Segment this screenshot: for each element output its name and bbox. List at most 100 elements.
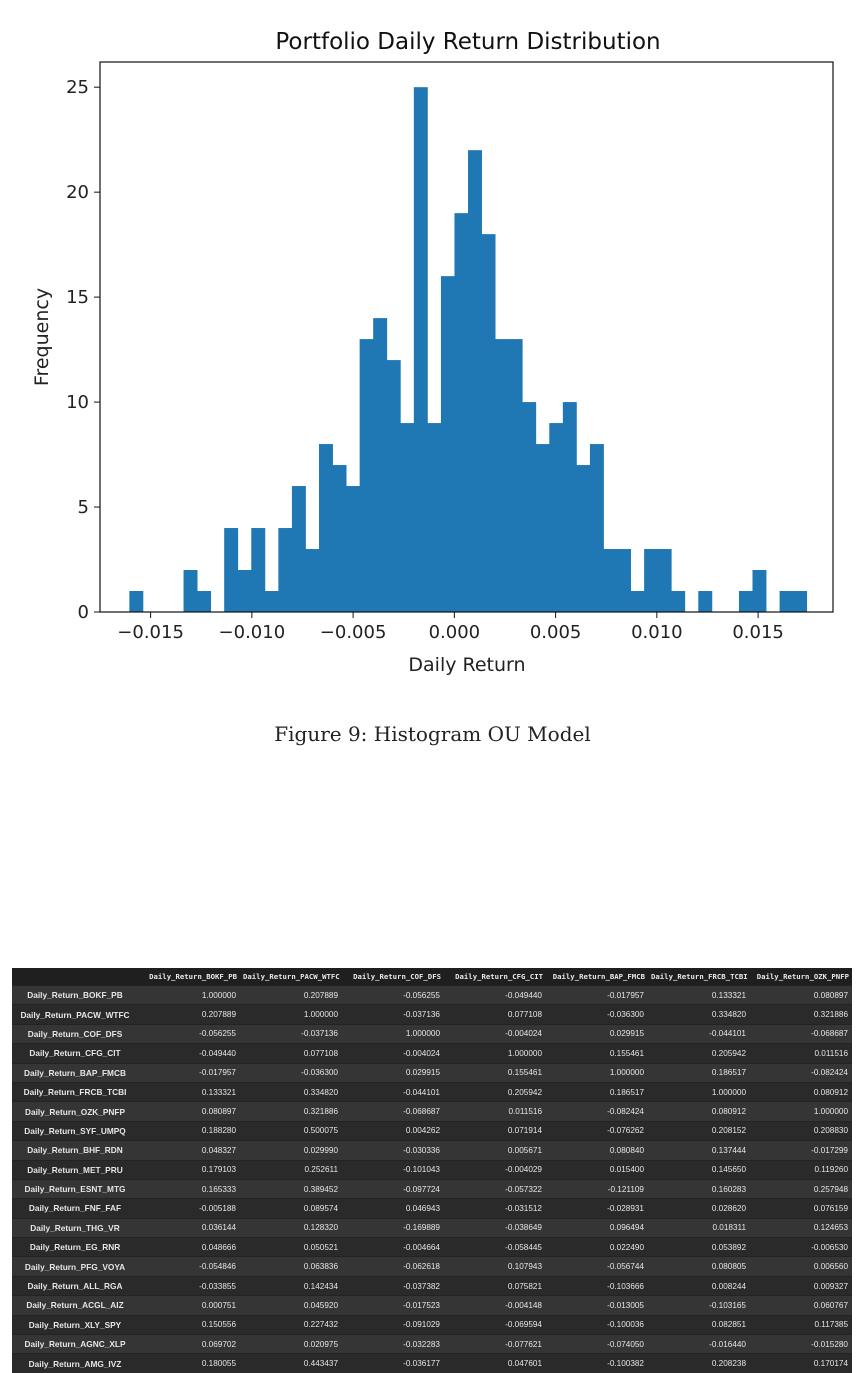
table-cell: -0.062618 <box>342 1256 444 1277</box>
x-axis: −0.015 −0.010 −0.005 0.000 0.005 0.010 0.015 <box>117 612 784 643</box>
histogram-bar <box>346 486 361 612</box>
histogram-bar <box>617 549 631 612</box>
table-cell: 0.000751 <box>138 1295 240 1316</box>
histogram-bar <box>454 213 469 613</box>
correlation-table: Daily_Return_BOKF_PB Daily_Return_PACW_WT… <box>12 968 852 1373</box>
y-axis-label: Frequency <box>31 288 53 386</box>
table-cell: -0.037136 <box>342 1004 444 1025</box>
table-corner-cell <box>12 968 138 986</box>
histogram-bar <box>495 339 510 612</box>
table-row: Daily_Return_AGNC_XLP 0.069702 0.020975 -0.… <box>12 1334 852 1354</box>
table-row: Daily_Return_MET_PRU 0.179103 0.252611 -0.1… <box>12 1159 852 1180</box>
table-header-row: Daily_Return_BOKF_PB Daily_Return_PACW_WT… <box>12 968 852 986</box>
table-cell: 0.137444 <box>648 1140 750 1161</box>
table-cell: 0.107943 <box>444 1256 546 1277</box>
table-cell: 0.069702 <box>138 1334 240 1354</box>
histogram-bar <box>400 423 415 612</box>
table-cell: -0.017957 <box>138 1062 240 1083</box>
histogram-bar <box>630 591 645 612</box>
table-cell: 0.155461 <box>546 1043 648 1064</box>
table-cell: 0.155461 <box>444 1062 546 1083</box>
y-tick-label: 10 <box>66 392 89 413</box>
figure-caption: Figure 9: Histogram OU Model <box>274 722 591 746</box>
table-cell: 0.077108 <box>240 1043 342 1064</box>
histogram-bar <box>251 528 266 612</box>
histogram-bar <box>237 570 252 612</box>
column-header: Daily_Return_COF_DFS <box>342 968 444 986</box>
table-cell: -0.006530 <box>750 1237 852 1257</box>
row-header: Daily_Return_ACGL_AIZ <box>12 1295 138 1316</box>
x-tick-label: −0.010 <box>219 622 286 643</box>
histogram-bar <box>793 591 808 612</box>
row-header: Daily_Return_FNF_FAF <box>12 1198 138 1219</box>
row-header: Daily_Return_XLY_SPY <box>12 1314 138 1335</box>
table-cell: -0.030336 <box>342 1140 444 1161</box>
histogram-bar <box>779 591 794 612</box>
y-tick-label: 20 <box>66 182 89 203</box>
table-cell: 0.063836 <box>240 1256 342 1277</box>
table-cell: -0.091029 <box>342 1314 444 1335</box>
table-cell: -0.032283 <box>342 1334 444 1354</box>
row-header: Daily_Return_AGNC_XLP <box>12 1334 138 1354</box>
histogram-bar <box>264 591 279 612</box>
table-cell: 0.080912 <box>750 1081 852 1102</box>
table-cell: 0.089574 <box>240 1198 342 1219</box>
table-cell: 0.018311 <box>648 1217 750 1238</box>
table-cell: 0.142434 <box>240 1275 342 1296</box>
table-cell: -0.068687 <box>750 1023 852 1044</box>
table-cell: 1.000000 <box>648 1081 750 1102</box>
histogram-bar <box>386 360 401 612</box>
table-cell: 0.020975 <box>240 1334 342 1354</box>
table-cell: -0.031512 <box>444 1198 546 1219</box>
table-cell: -0.101043 <box>342 1159 444 1180</box>
histogram-bar <box>224 528 239 612</box>
table-cell: 0.257948 <box>750 1178 852 1199</box>
y-axis: 0 5 10 15 20 25 <box>66 77 100 623</box>
table-cell: 0.188280 <box>138 1120 240 1141</box>
table-cell: 0.011516 <box>750 1043 852 1064</box>
table-cell: -0.057322 <box>444 1178 546 1199</box>
table-cell: -0.037136 <box>240 1023 342 1044</box>
table-cell: 0.076159 <box>750 1198 852 1219</box>
row-header: Daily_Return_PACW_WTFC <box>12 1004 138 1025</box>
table-cell: 0.009327 <box>750 1275 852 1296</box>
y-tick-label: 15 <box>66 287 89 308</box>
row-header: Daily_Return_BHF_RDN <box>12 1140 138 1161</box>
table-cell: -0.074050 <box>546 1334 648 1354</box>
histogram-bar <box>752 570 767 612</box>
y-tick-label: 5 <box>78 497 89 518</box>
histogram-bar <box>549 423 564 612</box>
table-cell: 0.096494 <box>546 1217 648 1238</box>
table-cell: 0.207889 <box>138 1004 240 1025</box>
table-cell: 0.334820 <box>240 1081 342 1102</box>
table-cell: 0.208238 <box>648 1353 750 1373</box>
table-cell: 0.060767 <box>750 1295 852 1316</box>
table-cell: 1.000000 <box>444 1043 546 1064</box>
table-row: Daily_Return_PACW_WTFC 0.207889 1.000000 -0… <box>12 1004 852 1025</box>
table-cell: 0.053892 <box>648 1237 750 1257</box>
row-header: Daily_Return_PFG_VOYA <box>12 1256 138 1277</box>
table-cell: -0.038649 <box>444 1217 546 1238</box>
table-cell: -0.082424 <box>546 1101 648 1122</box>
table-cell: -0.044101 <box>648 1023 750 1044</box>
table-cell: 0.186517 <box>648 1062 750 1083</box>
table-cell: 0.028620 <box>648 1198 750 1219</box>
table-cell: -0.068687 <box>342 1101 444 1122</box>
histogram-bar <box>373 318 388 612</box>
table-row: Daily_Return_FRCB_TCBI 0.133321 0.334820 -0… <box>12 1081 852 1102</box>
table-row: Daily_Return_CFG_CIT -0.049440 0.077108 -0.… <box>12 1043 852 1064</box>
table-cell: -0.097724 <box>342 1178 444 1199</box>
table-cell: 0.186517 <box>546 1081 648 1102</box>
histogram-bar <box>305 549 320 612</box>
table-cell: 0.145650 <box>648 1159 750 1180</box>
table-cell: 0.205942 <box>444 1081 546 1102</box>
table-cell: 0.082851 <box>648 1314 750 1335</box>
table-cell: 1.000000 <box>342 1023 444 1044</box>
x-tick-label: 0.010 <box>631 622 683 643</box>
table-cell: 0.015400 <box>546 1159 648 1180</box>
table-cell: -0.058445 <box>444 1237 546 1257</box>
histogram-bar <box>589 444 604 612</box>
table-cell: -0.100382 <box>546 1353 648 1373</box>
row-header: Daily_Return_FRCB_TCBI <box>12 1081 138 1102</box>
table-cell: 0.170174 <box>750 1353 852 1373</box>
